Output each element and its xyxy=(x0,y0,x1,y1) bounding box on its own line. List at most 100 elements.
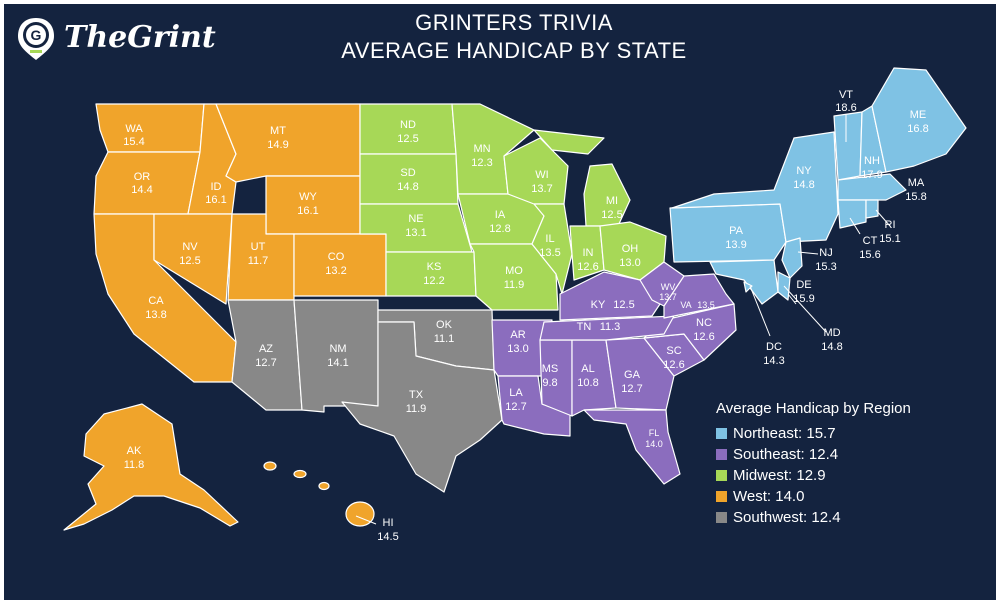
label-ky-abbr: KY xyxy=(591,299,606,311)
label-tn-value: 11.3 xyxy=(600,321,621,333)
legend-swatch xyxy=(716,470,727,481)
label-me-abbr: ME xyxy=(910,109,927,121)
label-leader-lines xyxy=(355,114,891,525)
label-nj-value: 15.3 xyxy=(815,261,836,273)
label-tx-value: 11.9 xyxy=(406,403,427,415)
state-ga xyxy=(605,337,675,411)
label-ne-abbr: NE xyxy=(408,213,423,225)
state-az xyxy=(227,299,303,411)
legend-item-northeast: Northeast: 15.7 xyxy=(716,423,986,444)
label-vt-value: 18.6 xyxy=(835,102,856,114)
legend-item-southwest: Southwest: 12.4 xyxy=(716,507,986,528)
label-ak-value: 11.8 xyxy=(124,459,145,471)
map-canvas: G TheGrint GRINTERS TRIVIA AVERAGE HANDI… xyxy=(4,4,996,600)
label-hi-value: 14.5 xyxy=(377,531,398,543)
label-wa-value: 15.4 xyxy=(123,136,144,148)
label-ks-value: 12.2 xyxy=(423,275,444,287)
region-legend: Average Handicap by Region Northeast: 15… xyxy=(716,400,986,528)
legend-swatch xyxy=(716,512,727,523)
label-ct-abbr: CT xyxy=(863,235,878,247)
label-sd-value: 14.8 xyxy=(397,181,418,193)
label-wy-abbr: WY xyxy=(299,191,317,203)
label-sc-value: 12.6 xyxy=(663,359,684,371)
label-ky-value: 12.5 xyxy=(613,299,634,311)
label-ia-value: 12.8 xyxy=(489,223,510,235)
label-de-abbr: DE xyxy=(796,279,811,291)
label-hi-abbr: HI xyxy=(383,517,394,529)
label-mo-value: 11.9 xyxy=(504,279,525,291)
label-il-abbr: IL xyxy=(545,233,554,245)
state-ma xyxy=(837,173,907,201)
label-az-value: 12.7 xyxy=(255,357,276,369)
state-sd xyxy=(359,153,459,205)
legend-item-southeast: Southeast: 12.4 xyxy=(716,444,986,465)
state-ct xyxy=(837,199,867,229)
label-wv-value: 13.7 xyxy=(659,292,677,302)
label-ca-abbr: CA xyxy=(148,295,164,307)
label-pa-value: 13.9 xyxy=(725,239,746,251)
label-ga-abbr: GA xyxy=(624,369,641,381)
label-al-abbr: AL xyxy=(581,363,594,375)
legend-item-west: West: 14.0 xyxy=(716,486,986,507)
label-pa-abbr: PA xyxy=(729,225,744,237)
label-mt-value: 14.9 xyxy=(267,139,288,151)
label-id-value: 16.1 xyxy=(205,194,226,206)
label-fl-abbr: FL xyxy=(649,428,660,438)
label-ri-value: 15.1 xyxy=(879,233,900,245)
label-wi-abbr: WI xyxy=(535,169,548,181)
label-nd-value: 12.5 xyxy=(397,133,418,145)
label-ok-value: 11.1 xyxy=(434,333,455,345)
state-va xyxy=(663,273,735,319)
label-md-value: 14.8 xyxy=(821,341,842,353)
legend-label: Southeast: 12.4 xyxy=(733,446,839,463)
label-ct-value: 15.6 xyxy=(859,249,880,261)
label-nm-value: 14.1 xyxy=(327,357,348,369)
label-la-abbr: LA xyxy=(509,387,523,399)
label-co-value: 13.2 xyxy=(325,265,346,277)
state-or xyxy=(93,151,201,215)
label-ma-abbr: MA xyxy=(908,177,925,189)
state-labels: WA 15.4 OR 14.4 CA 13.8 ID 16.1 NV 12.5 … xyxy=(123,89,928,543)
legend-label: West: 14.0 xyxy=(733,488,805,505)
label-wy-value: 16.1 xyxy=(297,205,318,217)
state-wa xyxy=(95,103,205,153)
legend-label: Southwest: 12.4 xyxy=(733,509,841,526)
label-nc-value: 12.6 xyxy=(693,331,714,343)
label-ny-value: 14.8 xyxy=(793,179,814,191)
label-id-abbr: ID xyxy=(211,181,222,193)
legend-label: Midwest: 12.9 xyxy=(733,467,826,484)
label-ar-abbr: AR xyxy=(510,329,525,341)
label-nd-abbr: ND xyxy=(400,119,416,131)
state-ri xyxy=(865,199,879,219)
label-ia-abbr: IA xyxy=(495,209,506,221)
label-wi-value: 13.7 xyxy=(531,183,552,195)
label-ne-value: 13.1 xyxy=(405,227,426,239)
label-ak-abbr: AK xyxy=(127,445,142,457)
state-me xyxy=(871,67,967,173)
state-nm xyxy=(293,299,379,413)
label-va-abbr: VA xyxy=(680,300,691,310)
state-il xyxy=(531,203,573,295)
legend-swatch xyxy=(716,428,727,439)
state-dc xyxy=(743,281,753,293)
label-va-value: 13.5 xyxy=(697,300,715,310)
label-wa-abbr: WA xyxy=(125,123,143,135)
label-nv-value: 12.5 xyxy=(179,255,200,267)
state-ks xyxy=(385,251,477,297)
label-ar-value: 13.0 xyxy=(507,343,528,355)
legend-swatch xyxy=(716,491,727,502)
legend-swatch xyxy=(716,449,727,460)
state-pa xyxy=(669,203,787,263)
legend-label: Northeast: 15.7 xyxy=(733,425,836,442)
state-tx xyxy=(341,321,503,493)
label-oh-value: 13.0 xyxy=(619,257,640,269)
label-me-value: 16.8 xyxy=(907,123,928,135)
golf-tee-badge-icon: G xyxy=(18,18,54,60)
logo-badge-letter: G xyxy=(31,27,42,43)
label-nc-abbr: NC xyxy=(696,317,712,329)
label-ma-value: 15.8 xyxy=(905,191,926,203)
label-mn-abbr: MN xyxy=(473,143,490,155)
thegrint-logo: G TheGrint xyxy=(14,16,216,62)
label-ok-abbr: OK xyxy=(436,319,453,331)
state-md xyxy=(709,259,779,305)
